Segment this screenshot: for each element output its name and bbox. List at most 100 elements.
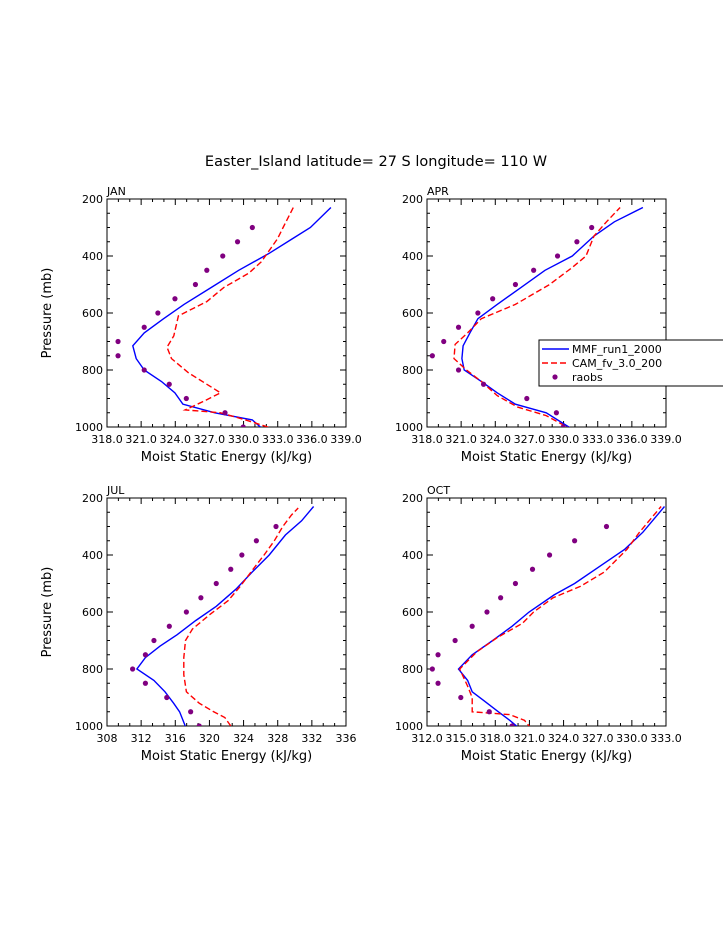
raobs-point [222,410,228,416]
x-tick-label: 330.0 [616,732,648,745]
y-tick-label: 1000 [395,720,423,733]
cam-series-line [166,207,294,427]
x-tick-label: 312.0 [411,732,443,745]
x-tick-label: 324 [233,732,254,745]
raobs-point [151,637,157,644]
panel-label: JUL [106,484,125,497]
raobs-point [198,595,204,601]
raobs-point [480,381,487,387]
raobs-point [469,623,475,629]
figure-title: Easter_Island latitude= 27 S longitude= … [205,154,547,170]
raobs-point [166,381,172,387]
raobs-point [115,353,121,359]
x-tick-label: 327.0 [582,732,614,745]
x-axis-label: Moist Static Energy (kJ/kg) [141,749,312,764]
x-tick-label: 321.0 [125,433,157,446]
raobs-point [142,680,149,686]
legend-label: raobs [572,371,603,384]
raobs-point [435,680,441,686]
raobs-point [572,538,578,544]
series-group [429,506,666,726]
raobs-point [188,709,194,715]
raobs-point [553,410,560,416]
raobs-point [560,424,566,427]
raobs-point [524,395,530,402]
panel-frame [426,497,667,727]
raobs-point [589,224,595,231]
x-tick-label: 332 [301,732,322,745]
panel-label: APR [427,185,449,198]
y-tick-label: 800 [402,663,423,676]
x-tick-label: 324.0 [548,732,580,745]
x-tick-label: 324.0 [160,433,192,446]
raobs-point [228,566,234,572]
y-tick-label: 1000 [75,421,103,434]
raobs-point [435,652,441,658]
raobs-point [183,609,189,615]
raobs-point [475,310,481,316]
y-tick-label: 400 [402,549,423,562]
panel-jul: JUL 308 312 316 320 324 328 332 336 200 400 600 800 1… [40,484,357,764]
raobs-point [130,666,136,672]
raobs-point [429,666,435,672]
x-tick-label: 318.0 [480,732,512,745]
x-tick-label: 339.0 [650,433,682,446]
raobs-point [204,267,210,273]
x-tick-label: 336 [336,732,357,745]
raobs-point [441,338,447,345]
y-tick-label: 200 [82,492,103,505]
raobs-point [239,552,245,558]
y-axis-label: Pressure (mb) [40,567,55,658]
raobs-point [213,580,219,587]
x-tick-label: 330.0 [228,433,260,446]
y-tick-label: 800 [82,364,103,377]
y-tick-label: 600 [82,307,103,320]
panel-jan: JAN 318.0 321.0 324.0 327.0 330.0 333.0 336.0 33… [40,185,362,465]
y-tick-label: 1000 [395,421,423,434]
y-tick-label: 1000 [75,720,103,733]
raobs-point [141,367,147,373]
raobs-point [452,637,458,644]
x-tick-label: 318.0 [91,433,123,446]
raobs-point [554,253,561,259]
raobs-point [196,723,202,726]
raobs-point [498,595,504,601]
x-tick-label: 333.0 [582,433,614,446]
raobs-point [273,523,279,530]
raobs-point [172,296,178,302]
panel-frame [106,497,347,727]
x-tick-label: 336.0 [616,433,648,446]
raobs-point [240,424,246,427]
raobs-point [166,623,172,629]
y-tick-label: 200 [402,193,423,206]
cam-series-line [453,207,621,427]
series-group [130,506,315,726]
y-tick-label: 800 [402,364,423,377]
raobs-point [509,723,515,726]
x-axis-label: Moist Static Energy (kJ/kg) [461,749,632,764]
raobs-point [253,538,259,544]
y-tick-label: 400 [82,549,103,562]
raobs-point [155,310,161,316]
x-axis-label: Moist Static Energy (kJ/kg) [141,450,312,465]
x-tick-label: 320 [199,732,220,745]
x-tick-label: 327.0 [514,433,546,446]
y-axis-label: Pressure (mb) [40,268,55,359]
legend-label: MMF_run1_2000 [572,343,662,356]
series-group [429,206,644,427]
raobs-point [192,281,199,288]
raobs-point [458,694,464,701]
x-tick-label: 333.0 [650,732,682,745]
panel-label: OCT [427,484,450,497]
raobs-point [142,652,149,658]
y-tick-label: 400 [402,250,423,263]
raobs-point [484,609,490,615]
raobs-point [220,253,226,259]
y-tick-label: 600 [402,307,423,320]
raobs-point [490,296,496,302]
legend-label: CAM_fv_3.0_200 [572,357,662,370]
x-tick-label: 315.0 [445,732,477,745]
y-tick-label: 400 [82,250,103,263]
